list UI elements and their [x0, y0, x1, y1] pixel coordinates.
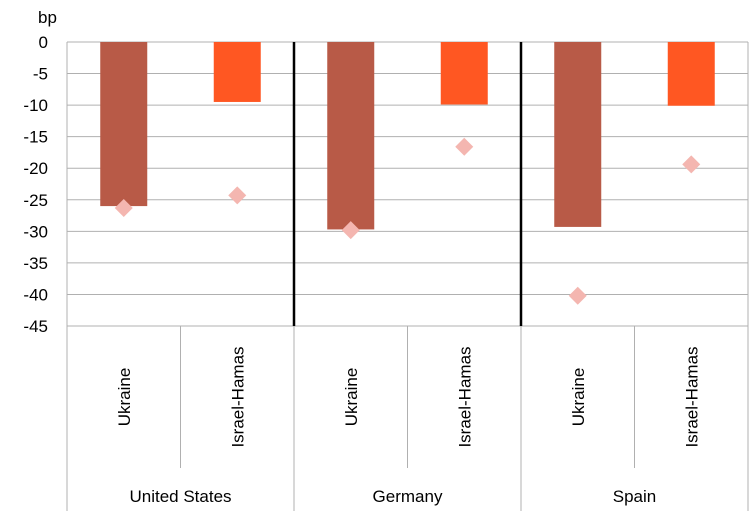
marker-point	[114, 198, 133, 217]
bar	[554, 42, 602, 227]
y-axis-unit-label: bp	[38, 8, 57, 27]
bar	[100, 42, 148, 207]
y-tick-label: -30	[23, 222, 48, 241]
bar	[667, 42, 715, 106]
bar	[440, 42, 488, 105]
category-label: Israel-Hamas	[455, 346, 474, 447]
y-tick-label: -20	[23, 159, 48, 178]
category-label: Ukraine	[115, 368, 134, 427]
marker-point	[228, 186, 247, 205]
category-label: Ukraine	[569, 368, 588, 427]
label-layer: bp 0 -5 -10 -15 -20 -25 -30 -35 -40 -45 Ukraine Isr…	[23, 8, 701, 506]
y-tick-label: -5	[33, 65, 48, 84]
axis-layer	[66, 42, 749, 511]
marker-point	[682, 155, 701, 174]
y-tick-label: -10	[23, 96, 48, 115]
category-label: Ukraine	[342, 368, 361, 427]
marker-point	[568, 286, 587, 305]
bar-layer	[100, 42, 715, 230]
bar	[213, 42, 261, 102]
y-tick-label: 0	[39, 33, 48, 52]
y-tick-label: -45	[23, 317, 48, 336]
group-label: Germany	[373, 487, 443, 506]
y-tick-label: -25	[23, 191, 48, 210]
category-label: Israel-Hamas	[228, 346, 247, 447]
bar	[327, 42, 375, 230]
category-label: Israel-Hamas	[682, 346, 701, 447]
y-tick-label: -35	[23, 254, 48, 273]
y-tick-label: -15	[23, 128, 48, 147]
marker-point	[455, 137, 474, 156]
y-tick-label: -40	[23, 285, 48, 304]
marker-point	[341, 221, 360, 240]
group-label: Spain	[613, 487, 656, 506]
group-label: United States	[129, 487, 231, 506]
marker-layer	[114, 137, 701, 305]
grid-layer	[67, 41, 748, 327]
